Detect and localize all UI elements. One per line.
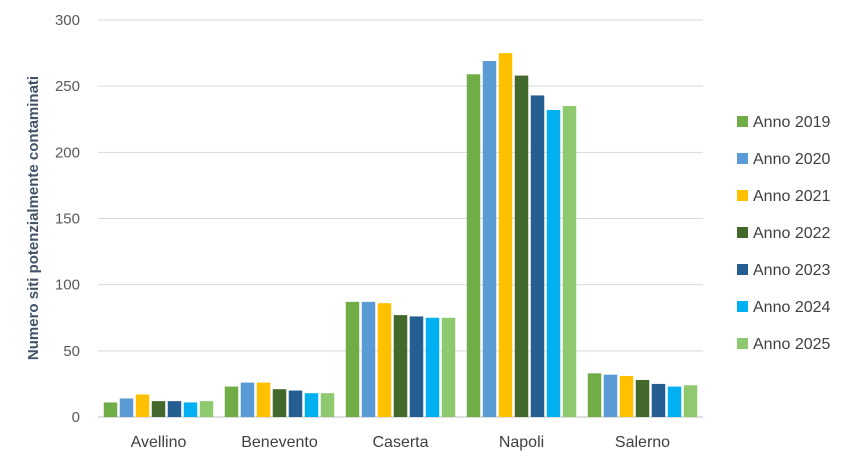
x-category-label: Napoli [499, 434, 544, 451]
bar [320, 393, 335, 417]
bar [103, 402, 118, 417]
legend-swatch [737, 301, 748, 312]
bar [135, 394, 150, 417]
legend-swatch [737, 264, 748, 275]
bar [304, 393, 319, 417]
bar [199, 401, 214, 417]
bar [530, 95, 545, 418]
y-tick-label: 150 [55, 211, 80, 228]
y-tick-label: 250 [55, 78, 80, 95]
x-category-label: Benevento [241, 434, 318, 451]
bar [256, 382, 271, 417]
legend-swatch [737, 227, 748, 238]
legend-swatch [737, 338, 748, 349]
legend-label: Anno 2023 [753, 262, 831, 279]
bar [466, 74, 481, 418]
bar [425, 317, 440, 417]
bar [361, 301, 376, 417]
bars [103, 53, 698, 418]
gridlines [98, 19, 703, 418]
legend-swatch [737, 116, 748, 127]
legend-label: Anno 2025 [753, 336, 831, 353]
bar [546, 109, 561, 417]
bar [635, 379, 650, 417]
y-tick-label: 0 [72, 409, 80, 426]
bar [562, 106, 577, 418]
y-tick-label: 200 [55, 144, 80, 161]
y-axis-ticks: 0 50 100 150 200 250 300 [55, 12, 80, 426]
bar [651, 383, 666, 417]
bar [441, 317, 456, 417]
y-axis-title: Numero siti potenzialmente contaminati [25, 76, 42, 360]
y-tick-label: 300 [55, 12, 80, 29]
legend-label: Anno 2021 [753, 188, 831, 205]
bar [482, 61, 497, 417]
legend: Anno 2019 Anno 2020 Anno 2021 Anno 2022 Anno… [737, 114, 831, 353]
x-axis-categories: Avellino Benevento Caserta Napoli Salerno [131, 434, 671, 451]
legend-label: Anno 2020 [753, 151, 831, 168]
bar [619, 375, 634, 417]
bar [393, 315, 408, 417]
bar [119, 398, 134, 417]
bar [345, 301, 360, 417]
bar [240, 382, 255, 417]
bar [498, 53, 513, 417]
bar [272, 389, 287, 417]
y-tick-label: 50 [63, 343, 80, 360]
x-category-label: Salerno [615, 434, 670, 451]
legend-swatch [737, 190, 748, 201]
legend-label: Anno 2024 [753, 299, 831, 316]
legend-swatch [737, 153, 748, 164]
x-category-label: Caserta [372, 434, 428, 451]
x-category-label: Avellino [131, 434, 187, 451]
bar [409, 316, 424, 417]
bar [167, 401, 182, 417]
legend-label: Anno 2019 [753, 114, 831, 131]
bar [183, 402, 198, 417]
bar [514, 75, 529, 417]
y-tick-label: 100 [55, 277, 80, 294]
bar [288, 390, 303, 417]
bar [603, 374, 618, 417]
bar [377, 303, 392, 417]
bar [587, 373, 602, 417]
bar [224, 386, 239, 417]
bar [667, 386, 682, 417]
legend-label: Anno 2022 [753, 225, 831, 242]
bar [151, 401, 166, 417]
bar [683, 385, 698, 417]
